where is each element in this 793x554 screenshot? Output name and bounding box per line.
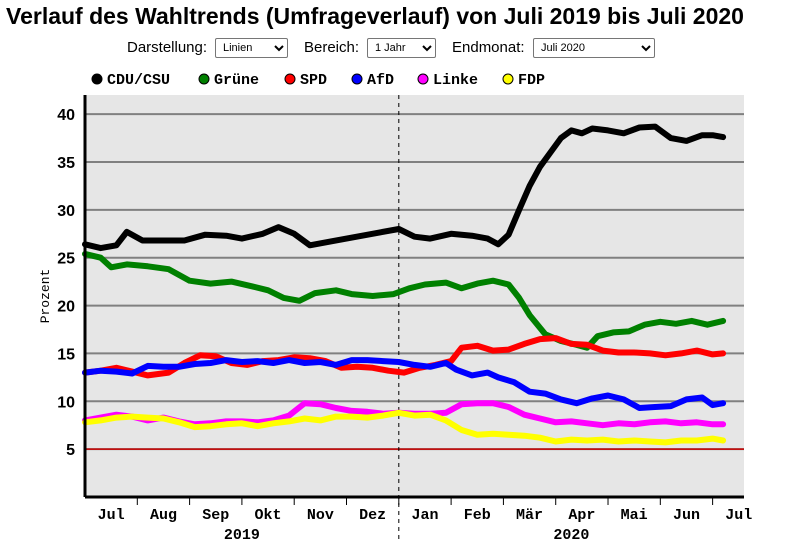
x-tick-label: Okt bbox=[255, 507, 282, 524]
series-line bbox=[82, 409, 727, 446]
y-tick-label: 15 bbox=[57, 346, 75, 363]
legend-label[interactable]: AfD bbox=[367, 72, 394, 89]
x-tick-label: Jan bbox=[411, 507, 438, 524]
x-tick-label: Mär bbox=[516, 507, 543, 524]
year-label: 2020 bbox=[553, 527, 589, 544]
y-tick-label: 30 bbox=[57, 203, 75, 220]
legend-marker[interactable] bbox=[198, 73, 210, 85]
page-title: Verlauf des Wahltrends (Umfrageverlauf) … bbox=[6, 3, 744, 29]
legend-marker[interactable] bbox=[351, 73, 363, 85]
chart-controls: Darstellung: Linien Bereich: 1 Jahr Endm… bbox=[0, 38, 793, 60]
endmonat-label: Endmonat: bbox=[452, 39, 525, 56]
year-label: 2019 bbox=[224, 527, 260, 544]
x-tick-label: Jun bbox=[673, 507, 700, 524]
x-tick-label: Dez bbox=[359, 507, 386, 524]
darstellung-label: Darstellung: bbox=[127, 39, 208, 56]
x-tick-label: Jul bbox=[98, 507, 125, 524]
endmonat-select[interactable]: Juli 2020 bbox=[533, 38, 655, 58]
darstellung-select[interactable]: Linien bbox=[215, 38, 288, 58]
legend-label[interactable]: CDU/CSU bbox=[107, 72, 170, 89]
y-tick-label: 20 bbox=[57, 299, 75, 316]
bereich-select[interactable]: 1 Jahr bbox=[367, 38, 436, 58]
legend-label[interactable]: Grüne bbox=[214, 72, 259, 89]
x-tick-label: Mai bbox=[621, 507, 648, 524]
legend-marker[interactable] bbox=[91, 73, 103, 85]
y-axis-label: Prozent bbox=[38, 269, 53, 324]
x-tick-label: Sep bbox=[202, 507, 229, 524]
legend-marker[interactable] bbox=[284, 73, 296, 85]
x-tick-label: Jul bbox=[725, 507, 752, 524]
poll-trend-chart: 5 10 15 20 25 30 35 40 Prozent Jul Aug Sep Okt Nov Dez… bbox=[38, 72, 752, 544]
x-tick-label: Aug bbox=[150, 507, 177, 524]
legend-marker[interactable] bbox=[417, 73, 429, 85]
y-tick-label: 10 bbox=[57, 394, 75, 411]
y-tick-label: 5 bbox=[66, 442, 75, 459]
x-tick-label: Feb bbox=[464, 507, 491, 524]
legend-label[interactable]: SPD bbox=[300, 72, 327, 89]
series-line bbox=[82, 123, 727, 252]
x-tick-label: Nov bbox=[307, 507, 334, 524]
legend-marker[interactable] bbox=[502, 73, 514, 85]
series-line bbox=[82, 335, 727, 379]
bereich-label: Bereich: bbox=[304, 39, 360, 56]
series-line bbox=[82, 357, 727, 411]
plot-background bbox=[85, 95, 744, 497]
y-tick-label: 35 bbox=[57, 155, 75, 172]
x-tick-label: Apr bbox=[568, 507, 595, 524]
y-tick-label: 40 bbox=[57, 107, 75, 124]
series-line bbox=[82, 250, 727, 351]
y-tick-label: 25 bbox=[57, 251, 75, 268]
legend-label[interactable]: Linke bbox=[433, 72, 478, 89]
legend-label[interactable]: FDP bbox=[518, 72, 545, 89]
